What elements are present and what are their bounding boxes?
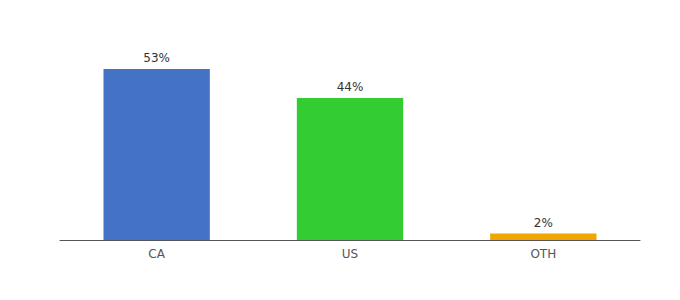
svg-text:CA: CA bbox=[148, 247, 165, 261]
svg-text:US: US bbox=[342, 247, 358, 261]
svg-text:53%: 53% bbox=[143, 51, 170, 65]
svg-text:2%: 2% bbox=[534, 216, 553, 230]
svg-text:44%: 44% bbox=[337, 80, 364, 94]
svg-text:OTH: OTH bbox=[530, 247, 556, 261]
